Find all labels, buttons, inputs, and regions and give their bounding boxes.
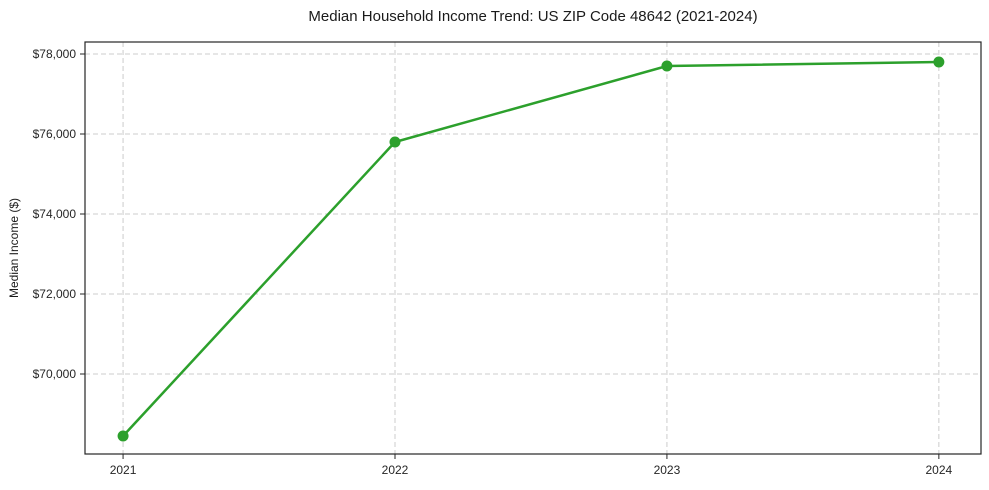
- x-tick-label: 2021: [110, 463, 137, 477]
- data-point-2022: [389, 136, 401, 148]
- y-tick-label: $72,000: [33, 287, 77, 301]
- y-tick-label: $70,000: [33, 367, 77, 381]
- data-point-2021: [117, 430, 129, 442]
- y-tick-label: $76,000: [33, 127, 77, 141]
- x-tick-label: 2024: [925, 463, 952, 477]
- y-tick-label: $74,000: [33, 207, 77, 221]
- plot-border: [84, 41, 982, 455]
- trend-line-median-household-income: [121, 60, 941, 438]
- data-point-2023: [661, 60, 673, 72]
- chart-title: Median Household Income Trend: US ZIP Co…: [308, 8, 758, 25]
- data-point-2024: [933, 56, 945, 68]
- y-axis-label: Median Income ($): [7, 197, 21, 299]
- x-tick-label: 2023: [654, 463, 681, 477]
- x-tick-label: 2022: [382, 463, 409, 477]
- y-tick-label: $78,000: [33, 47, 77, 61]
